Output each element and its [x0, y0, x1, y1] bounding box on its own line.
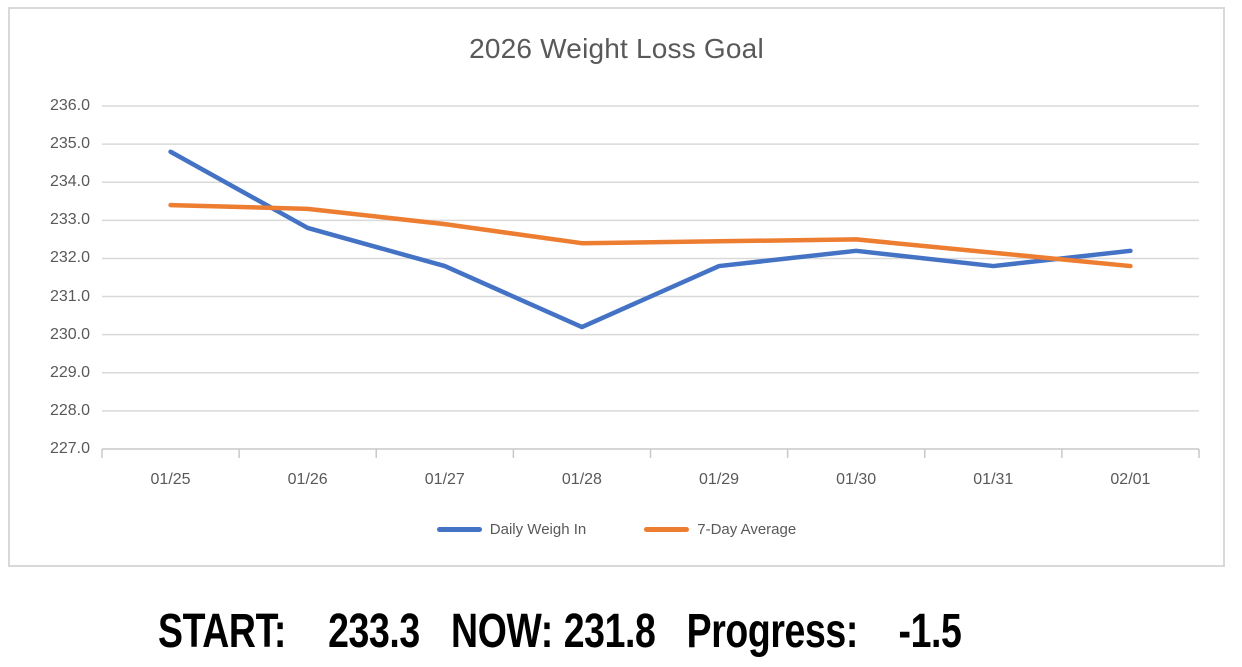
series-line-7-day-average — [168, 202, 1133, 269]
y-tick-label: 233.0 — [49, 211, 90, 229]
legend-item-daily-weigh-in: Daily Weigh In — [436, 521, 587, 538]
y-tick-label: 227.0 — [49, 440, 90, 457]
legend-label: 7-Day Average — [697, 521, 797, 538]
legend-item-7-day-average: 7-Day Average — [644, 521, 796, 538]
now-value: 231.8 — [563, 605, 656, 658]
x-tick-label: 01/30 — [836, 471, 877, 488]
y-tick-label: 232.0 — [49, 249, 90, 267]
summary-caption: START: 233.3 NOW: 231.8 Progress: -1.5 — [158, 604, 962, 659]
x-tick-label: 01/26 — [287, 471, 328, 488]
series-line-daily-weigh-in — [168, 149, 1133, 330]
progress-label: Progress: — [686, 605, 859, 658]
legend-label: Daily Weigh In — [489, 521, 587, 538]
x-tick-label: 01/28 — [561, 471, 602, 488]
x-tick-label: 02/01 — [1110, 471, 1151, 488]
y-tick-label: 236.0 — [49, 97, 90, 114]
y-tick-label: 234.0 — [49, 173, 90, 191]
plot-area — [101, 105, 1200, 458]
x-tick-label: 01/27 — [424, 471, 465, 488]
x-tick-label: 01/31 — [973, 471, 1014, 488]
y-tick-label: 235.0 — [49, 135, 90, 153]
progress-value: -1.5 — [898, 605, 962, 658]
daily-weigh-in-swatch-icon — [436, 527, 482, 532]
x-tick-label: 01/25 — [150, 471, 191, 488]
y-tick-label: 229.0 — [49, 363, 90, 381]
start-label: START: — [158, 605, 286, 658]
x-tick-label: 01/29 — [699, 471, 740, 488]
now-label: NOW: — [451, 605, 553, 658]
seven-day-average-swatch-icon — [644, 527, 690, 532]
y-tick-label: 231.0 — [49, 287, 90, 305]
y-tick-label: 228.0 — [49, 401, 90, 419]
chart-title: 2026 Weight Loss Goal — [469, 33, 764, 64]
start-value: 233.3 — [328, 605, 420, 658]
weight-chart: 2026 Weight Loss Goal 236.0 235.0 234.0 233… — [8, 7, 1225, 567]
chart-legend: Daily Weigh In 7-Day Average — [10, 521, 1223, 538]
y-tick-label: 230.0 — [49, 325, 90, 343]
